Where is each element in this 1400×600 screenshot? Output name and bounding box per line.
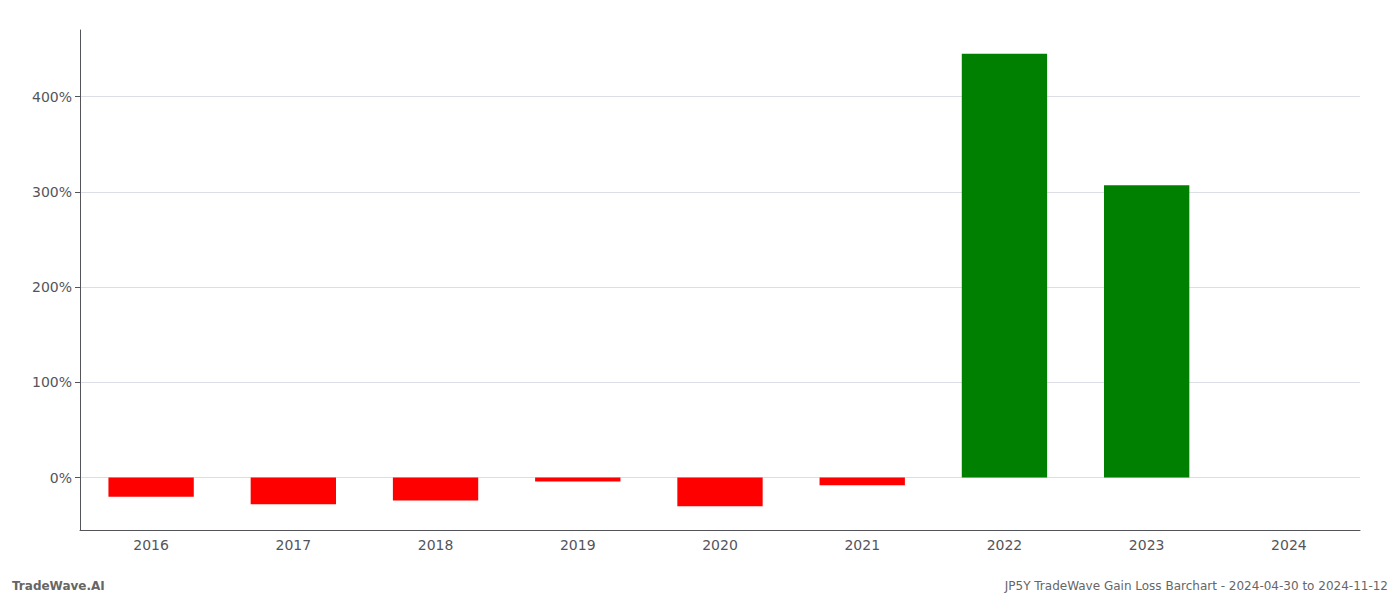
svg-text:2022: 2022	[987, 537, 1023, 553]
svg-text:0%: 0%	[50, 470, 72, 486]
svg-text:JP5Y TradeWave Gain Loss Barch: JP5Y TradeWave Gain Loss Barchart - 2024…	[1004, 579, 1388, 593]
svg-text:2021: 2021	[844, 537, 880, 553]
svg-text:2020: 2020	[702, 537, 738, 553]
svg-text:TradeWave.AI: TradeWave.AI	[12, 579, 105, 593]
svg-text:2023: 2023	[1129, 537, 1165, 553]
svg-text:2018: 2018	[418, 537, 454, 553]
svg-text:2016: 2016	[133, 537, 169, 553]
svg-text:2019: 2019	[560, 537, 596, 553]
svg-text:2017: 2017	[276, 537, 312, 553]
svg-text:2024: 2024	[1271, 537, 1307, 553]
svg-text:100%: 100%	[32, 374, 72, 390]
svg-text:200%: 200%	[32, 279, 72, 295]
svg-text:400%: 400%	[32, 89, 72, 105]
svg-text:300%: 300%	[32, 184, 72, 200]
